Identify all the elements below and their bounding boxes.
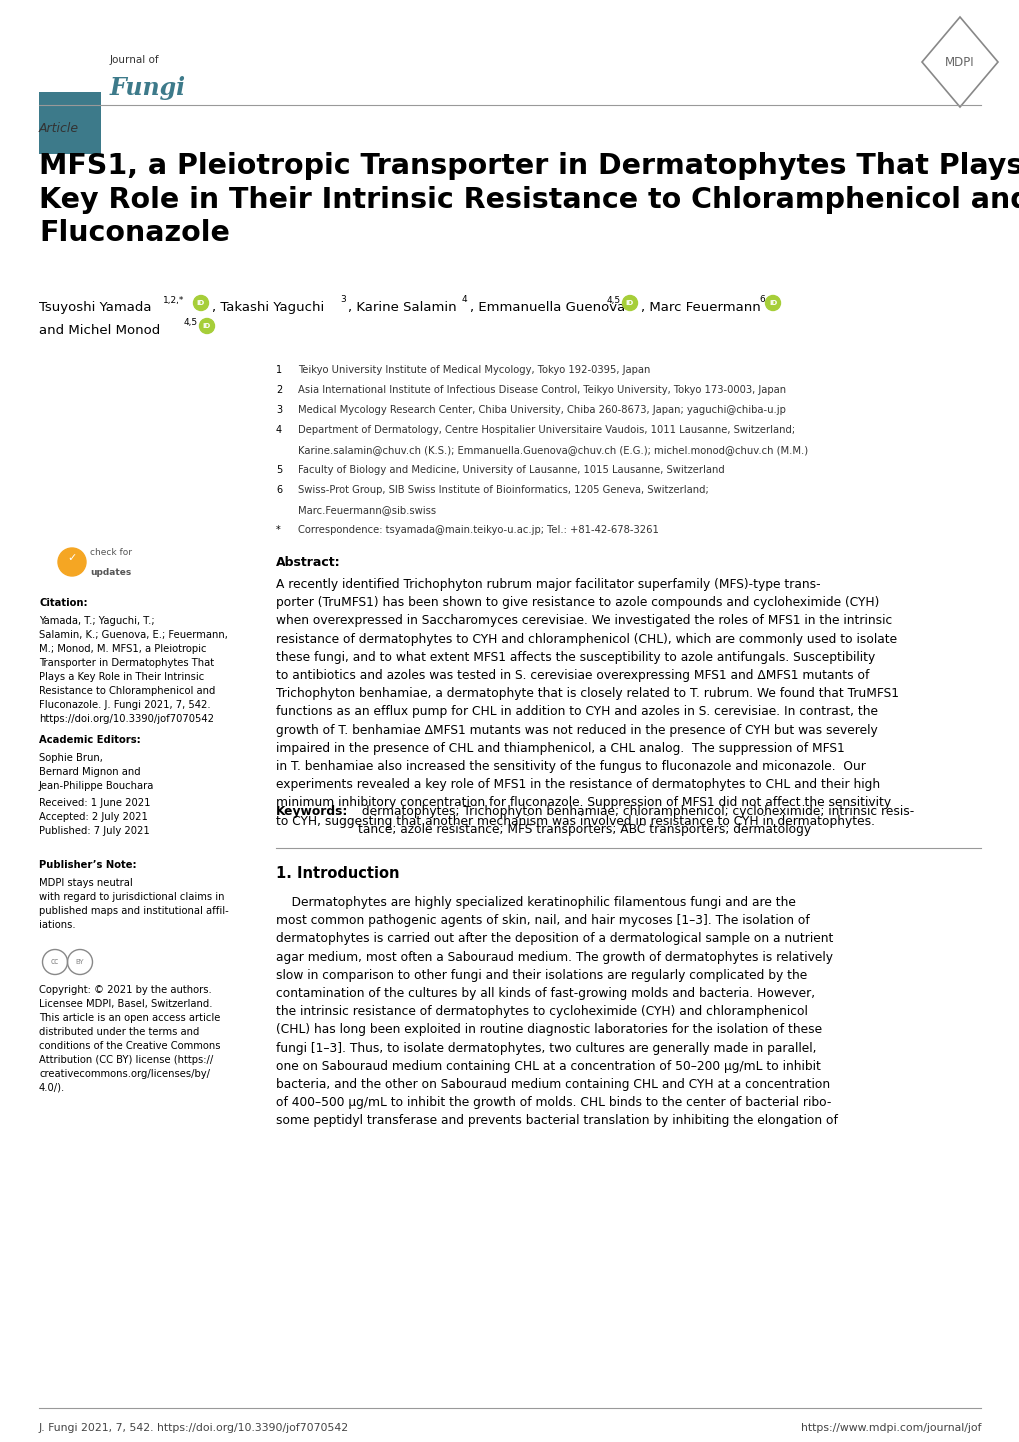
Text: 4: 4 xyxy=(462,296,467,304)
Text: Tsuyoshi Yamada: Tsuyoshi Yamada xyxy=(39,300,152,313)
Text: MFS1, a Pleiotropic Transporter in Dermatophytes That Plays a
Key Role in Their : MFS1, a Pleiotropic Transporter in Derma… xyxy=(39,151,1019,247)
Text: Abstract:: Abstract: xyxy=(276,557,340,570)
Text: Faculty of Biology and Medicine, University of Lausanne, 1015 Lausanne, Switzerl: Faculty of Biology and Medicine, Univers… xyxy=(298,464,725,474)
Text: Academic Editors:: Academic Editors: xyxy=(39,735,141,746)
Text: J. Fungi 2021, 7, 542. https://doi.org/10.3390/jof7070542: J. Fungi 2021, 7, 542. https://doi.org/1… xyxy=(39,1423,348,1433)
Text: 4,5: 4,5 xyxy=(183,319,198,327)
Text: , Takashi Yaguchi: , Takashi Yaguchi xyxy=(212,300,324,313)
Text: Received: 1 June 2021
Accepted: 2 July 2021
Published: 7 July 2021: Received: 1 June 2021 Accepted: 2 July 2… xyxy=(39,797,151,836)
Text: MDPI stays neutral
with regard to jurisdictional claims in
published maps and in: MDPI stays neutral with regard to jurisd… xyxy=(39,878,228,930)
Text: BY: BY xyxy=(75,959,85,965)
Text: 3: 3 xyxy=(276,405,282,415)
Text: , Emmanuella Guenova: , Emmanuella Guenova xyxy=(470,300,625,313)
Text: 6: 6 xyxy=(276,485,282,495)
Text: *: * xyxy=(276,525,280,535)
Text: Asia International Institute of Infectious Disease Control, Teikyo University, T: Asia International Institute of Infectio… xyxy=(298,385,786,395)
Text: 5: 5 xyxy=(276,464,282,474)
Text: cc: cc xyxy=(51,957,59,966)
Text: , Marc Feuermann: , Marc Feuermann xyxy=(640,300,760,313)
Text: Publisher’s Note:: Publisher’s Note: xyxy=(39,859,137,870)
Text: dermatophytes; Trichophyton benhamiae; chloramphenicol; cycloheximide; intrinsic: dermatophytes; Trichophyton benhamiae; c… xyxy=(358,805,913,836)
Text: MDPI: MDPI xyxy=(945,55,974,69)
Text: updates: updates xyxy=(90,568,131,577)
Circle shape xyxy=(764,296,780,310)
Text: Dermatophytes are highly specialized keratinophilic filamentous fungi and are th: Dermatophytes are highly specialized ker… xyxy=(276,895,837,1128)
Text: Department of Dermatology, Centre Hospitalier Universitaire Vaudois, 1011 Lausan: Department of Dermatology, Centre Hospit… xyxy=(298,425,795,435)
Text: iD: iD xyxy=(626,300,634,306)
Circle shape xyxy=(58,548,86,575)
Text: Fungi: Fungi xyxy=(110,76,185,99)
Text: Article: Article xyxy=(39,121,79,134)
Text: 3: 3 xyxy=(339,296,345,304)
Text: and Michel Monod: and Michel Monod xyxy=(39,323,160,336)
Text: 2: 2 xyxy=(276,385,282,395)
Text: 4: 4 xyxy=(276,425,282,435)
Text: iD: iD xyxy=(768,300,776,306)
Text: 1,2,*: 1,2,* xyxy=(163,296,184,304)
Text: Karine.salamin@chuv.ch (K.S.); Emmanuella.Guenova@chuv.ch (E.G.); michel.monod@c: Karine.salamin@chuv.ch (K.S.); Emmanuell… xyxy=(298,446,807,456)
Text: Journal of: Journal of xyxy=(110,55,159,65)
Text: A recently identified Trichophyton rubrum major facilitator superfamily (MFS)-ty: A recently identified Trichophyton rubru… xyxy=(276,578,898,828)
Text: 1. Introduction: 1. Introduction xyxy=(276,867,399,881)
Text: https://www.mdpi.com/journal/jof: https://www.mdpi.com/journal/jof xyxy=(800,1423,980,1433)
Bar xyxy=(39,92,101,154)
Text: Citation:: Citation: xyxy=(39,598,88,609)
Text: Medical Mycology Research Center, Chiba University, Chiba 260-8673, Japan; yaguc: Medical Mycology Research Center, Chiba … xyxy=(298,405,785,415)
Text: Correspondence: tsyamada@main.teikyo-u.ac.jp; Tel.: +81-42-678-3261: Correspondence: tsyamada@main.teikyo-u.a… xyxy=(298,525,658,535)
Text: iD: iD xyxy=(197,300,205,306)
Text: iD: iD xyxy=(203,323,211,329)
Text: Teikyo University Institute of Medical Mycology, Tokyo 192-0395, Japan: Teikyo University Institute of Medical M… xyxy=(298,365,650,375)
Text: , Karine Salamin: , Karine Salamin xyxy=(347,300,457,313)
Circle shape xyxy=(200,319,214,333)
Text: Yamada, T.; Yaguchi, T.;
Salamin, K.; Guenova, E.; Feuermann,
M.; Monod, M. MFS1: Yamada, T.; Yaguchi, T.; Salamin, K.; Gu… xyxy=(39,616,227,724)
Text: 6: 6 xyxy=(758,296,764,304)
Text: Marc.Feuermann@sib.swiss: Marc.Feuermann@sib.swiss xyxy=(298,505,436,515)
Circle shape xyxy=(194,296,208,310)
Text: 4,5: 4,5 xyxy=(606,296,621,304)
Text: Sophie Brun,
Bernard Mignon and
Jean-Philippe Bouchara: Sophie Brun, Bernard Mignon and Jean-Phi… xyxy=(39,753,154,792)
Text: ✓: ✓ xyxy=(67,552,76,562)
Text: Swiss-Prot Group, SIB Swiss Institute of Bioinformatics, 1205 Geneva, Switzerlan: Swiss-Prot Group, SIB Swiss Institute of… xyxy=(298,485,708,495)
Text: Copyright: © 2021 by the authors.
Licensee MDPI, Basel, Switzerland.
This articl: Copyright: © 2021 by the authors. Licens… xyxy=(39,985,220,1093)
Text: 1: 1 xyxy=(276,365,282,375)
Circle shape xyxy=(622,296,637,310)
Text: check for: check for xyxy=(90,548,131,557)
Text: Keywords:: Keywords: xyxy=(276,805,348,818)
